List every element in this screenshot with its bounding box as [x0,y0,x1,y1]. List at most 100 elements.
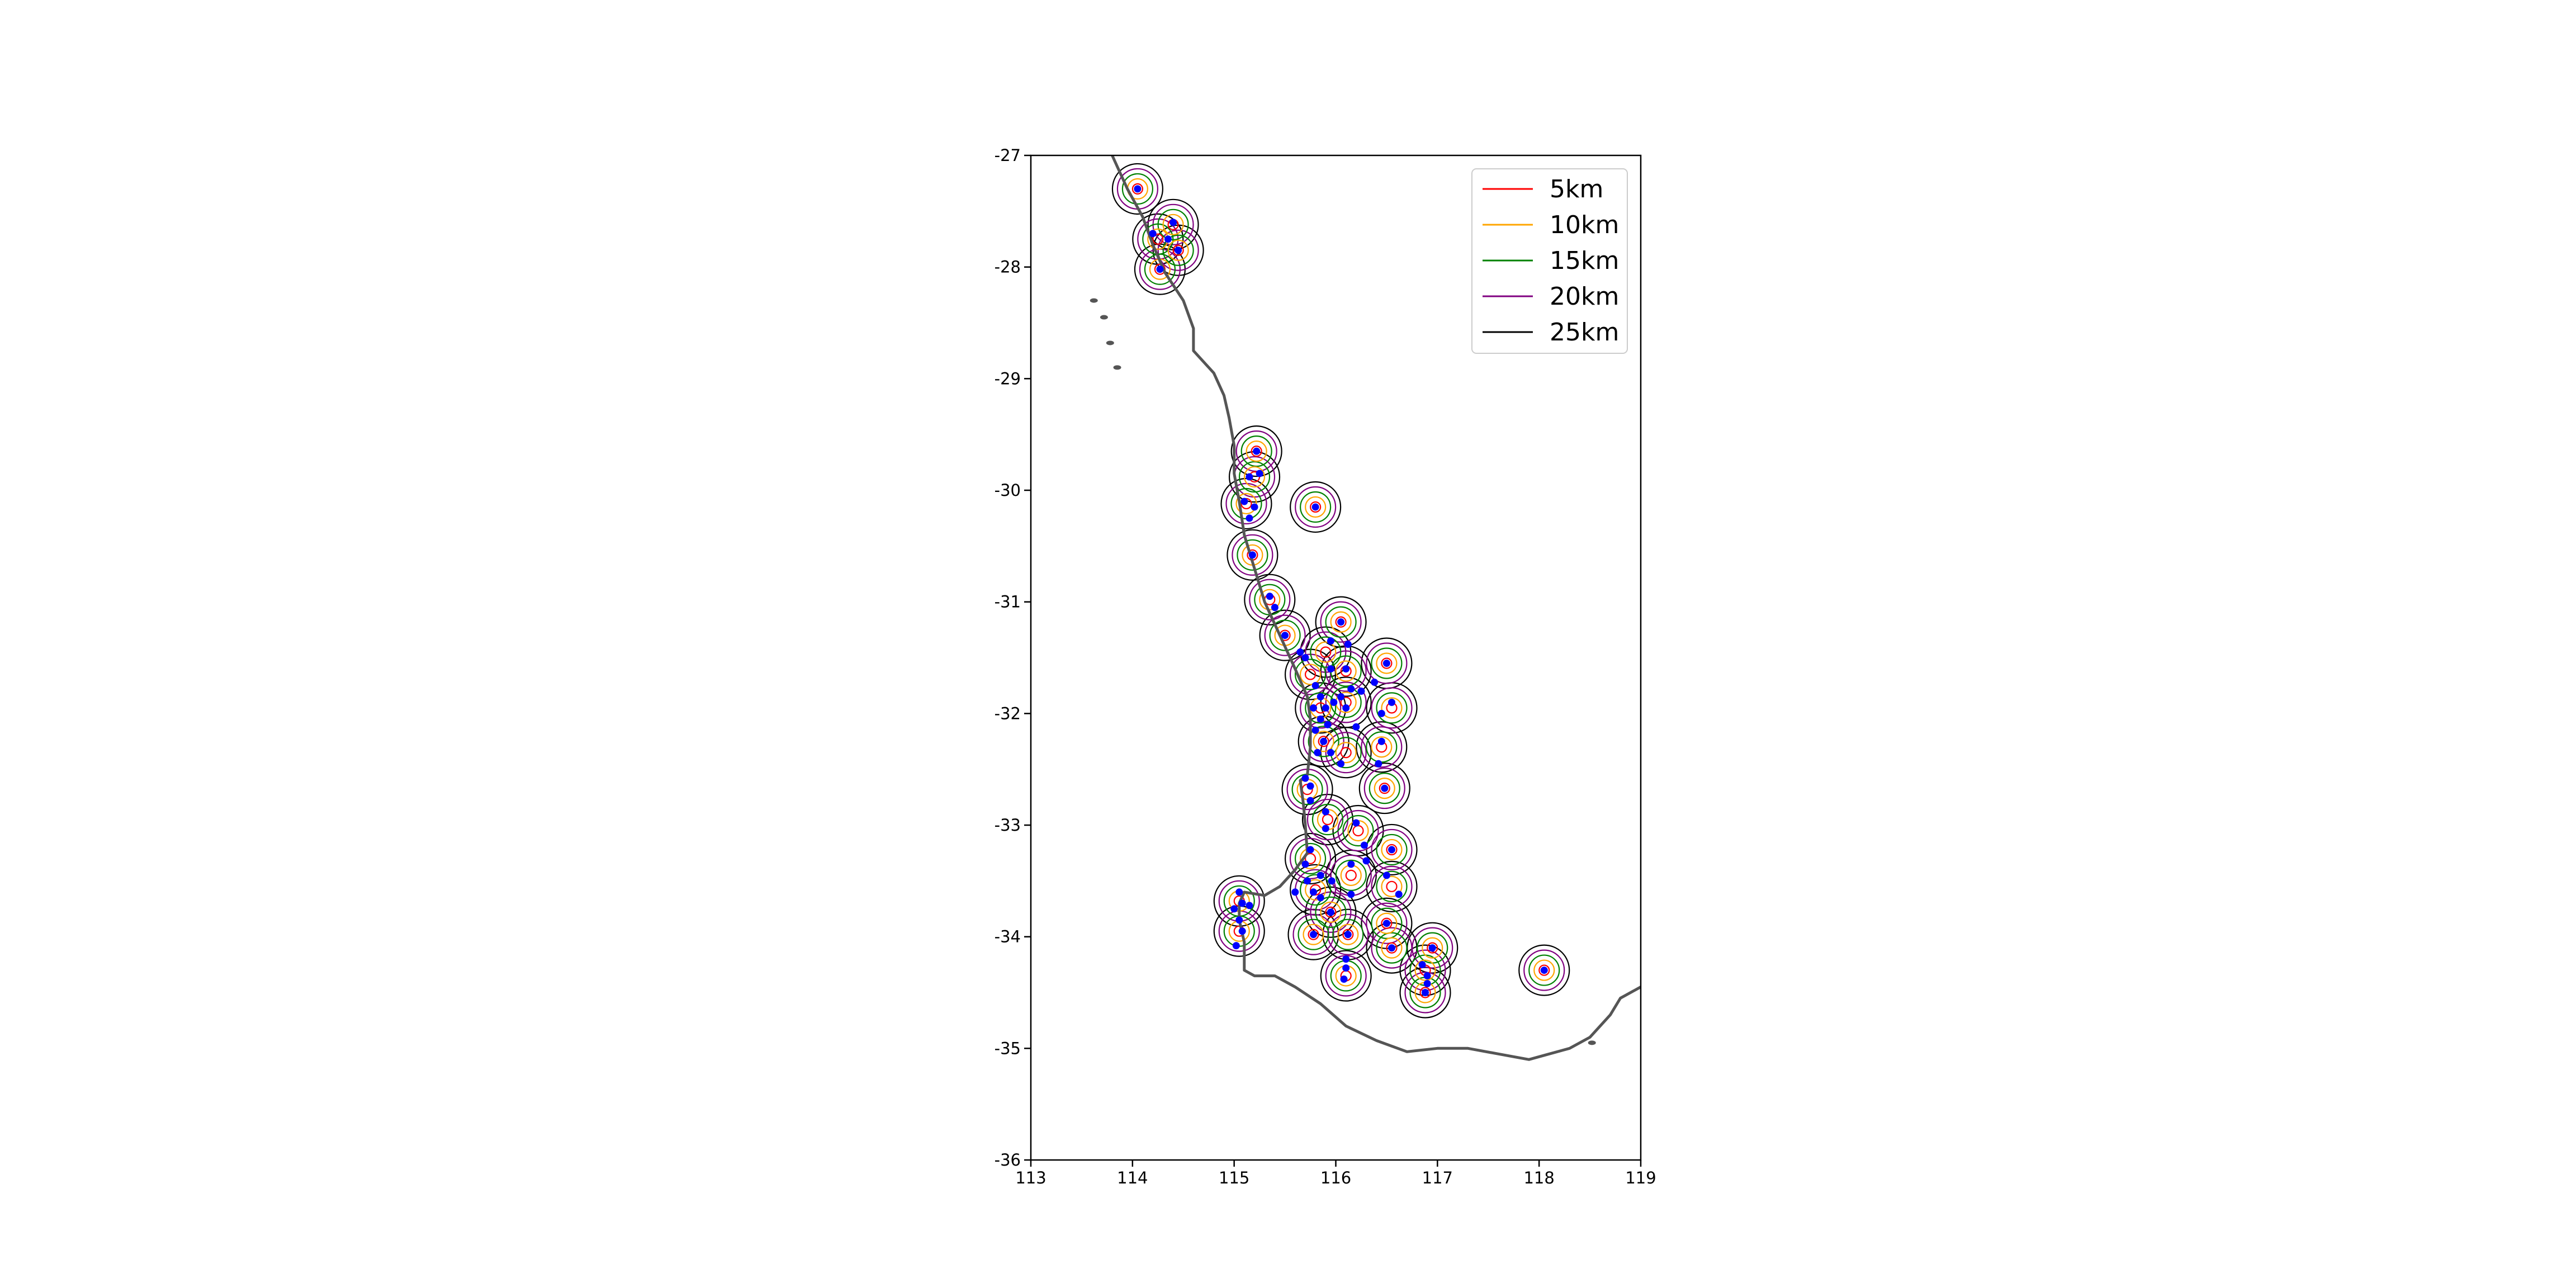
buffer-ring-20km [1295,486,1337,528]
data-point [1324,721,1332,728]
buffer-ring-10km [1376,912,1398,934]
buffer-ring-15km [1240,435,1272,467]
buffer-ring-10km [1162,214,1184,235]
buffer-ring-5km [1152,233,1164,245]
data-point [1382,920,1390,927]
buffer-ring-10km [1330,611,1352,633]
y-tick-label: -28 [995,258,1021,277]
data-point [1322,825,1329,832]
data-point [1246,902,1253,910]
y-tick-label: -33 [995,816,1021,835]
data-point [1246,514,1253,522]
data-points [1134,185,1548,996]
data-point [1342,964,1350,972]
buffer-ring-20km [1371,828,1413,871]
buffer-ring-10km [1381,697,1403,719]
buffer-ring-20km [1371,865,1413,907]
buffer-ring-5km [1427,942,1438,954]
data-point [1327,637,1334,645]
buffer-ring-20km [1363,768,1405,809]
buffer-ring-15km [1308,726,1339,757]
y-axis: -27 -28 -29 -30 -31 -32 -33 -34 -35 -36 [995,146,1031,1169]
data-point [1347,685,1355,693]
x-tick-label: 114 [1117,1168,1148,1187]
buffer-ring-25km [1298,716,1349,768]
buffer-ring-15km [1310,636,1342,668]
data-point [1238,899,1246,907]
buffer-ring-25km [1320,950,1372,1002]
buffer-ring-15km [1294,842,1327,874]
data-point [1388,944,1396,952]
data-point [1301,654,1309,661]
data-point [1382,872,1390,879]
data-point [1314,749,1322,756]
buffer-ring-25km [1284,832,1337,884]
data-point [1377,709,1385,717]
data-point [1342,665,1350,673]
data-point [1149,230,1157,238]
data-point [1317,715,1324,723]
data-point [1301,860,1309,868]
buffer-ring-15km [1311,803,1344,836]
buffer-ring-5km [1131,183,1144,195]
data-point [1309,888,1317,896]
buffer-ring-20km [1371,687,1413,729]
data-point [1395,891,1403,898]
data-point [1317,872,1324,879]
coastline-path [1111,155,1641,1061]
data-point [1382,659,1390,667]
buffer-ring-5km [1304,669,1317,680]
x-tick-label: 115 [1219,1168,1249,1187]
data-point [1342,955,1350,963]
buffer-ring-15km [1528,954,1560,986]
data-point [1540,967,1548,974]
buffer-ring-5km [1304,853,1317,864]
buffer-ring-20km [1289,837,1332,879]
buffer-ring-20km [1404,972,1446,1014]
data-point [1360,841,1368,849]
buffer-ring-5km [1342,929,1354,940]
buffer-ring-20km [1366,642,1408,684]
buffer-ring-20km [1292,913,1334,955]
data-point [1362,857,1370,865]
buffer-ring-10km [1305,496,1327,518]
data-point [1371,678,1379,686]
buffer-ring-15km [1300,491,1332,523]
data-point [1306,846,1314,854]
legend-label-15km: 15km [1550,247,1619,275]
buffer-ring-5km [1386,880,1398,892]
data-point [1253,447,1261,455]
buffer-ring-25km [1111,163,1163,215]
data-point [1309,704,1317,712]
buffer-ring-25km [1244,574,1296,626]
buffer-ring-20km [1264,614,1306,656]
buffer-ring-5km [1345,869,1357,881]
buffer-ring-5km [1318,736,1329,747]
buffer-ring-20km [1325,732,1367,774]
buffer-ring-5km [1379,783,1390,794]
buffer-ring-15km [1371,647,1403,679]
data-point [1271,604,1278,612]
buffer-ring-5km [1386,844,1398,856]
x-axis: 113 114 115 116 117 118 119 [1015,1160,1656,1187]
data-point [1235,888,1243,896]
data-point [1337,693,1345,700]
data-point [1327,908,1334,916]
buffer-ring-15km [1335,859,1367,891]
buffer-ring-5km [1538,964,1550,976]
buffer-ring-15km [1144,253,1176,285]
buffer-ring-25km [1227,529,1278,581]
buffer-ring-10km [1340,864,1362,886]
y-tick-label: -36 [995,1150,1021,1169]
buffer-ring-5km [1340,747,1352,759]
data-point [1422,989,1429,996]
buffer-ring-20km [1523,949,1565,991]
buffer-ring-20km [1232,534,1273,576]
buffer-ring-5km [1320,646,1332,658]
buffer-ring-20km [1249,579,1291,621]
data-point [1256,470,1263,477]
buffer-ring-25km [1301,793,1354,846]
buffer-ring-10km [1335,660,1357,682]
buffer-ring-5km [1325,906,1337,918]
